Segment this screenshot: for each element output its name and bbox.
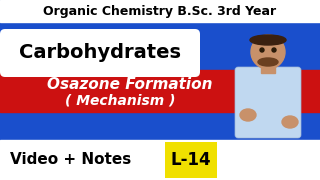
Ellipse shape bbox=[282, 116, 298, 128]
Bar bbox=[0, 0, 320, 22]
Text: Osazone Formation: Osazone Formation bbox=[47, 77, 213, 92]
Ellipse shape bbox=[240, 109, 256, 121]
Text: Carbohydrates: Carbohydrates bbox=[19, 44, 181, 62]
Circle shape bbox=[272, 48, 276, 52]
Ellipse shape bbox=[238, 102, 278, 118]
Bar bbox=[0, 140, 320, 180]
Text: Video + Notes: Video + Notes bbox=[10, 152, 131, 168]
Text: ( Mechanism ): ( Mechanism ) bbox=[65, 93, 175, 107]
Text: Organic Chemistry B.Sc. 3rd Year: Organic Chemistry B.Sc. 3rd Year bbox=[44, 4, 276, 17]
Bar bbox=[261, 63, 275, 73]
Text: L-14: L-14 bbox=[171, 151, 211, 169]
Bar bbox=[0, 70, 320, 112]
Ellipse shape bbox=[250, 35, 286, 45]
Circle shape bbox=[260, 48, 264, 52]
Ellipse shape bbox=[258, 58, 278, 66]
FancyBboxPatch shape bbox=[235, 67, 301, 138]
FancyBboxPatch shape bbox=[165, 142, 217, 178]
FancyBboxPatch shape bbox=[0, 29, 200, 77]
Circle shape bbox=[251, 35, 285, 69]
Ellipse shape bbox=[252, 110, 292, 126]
